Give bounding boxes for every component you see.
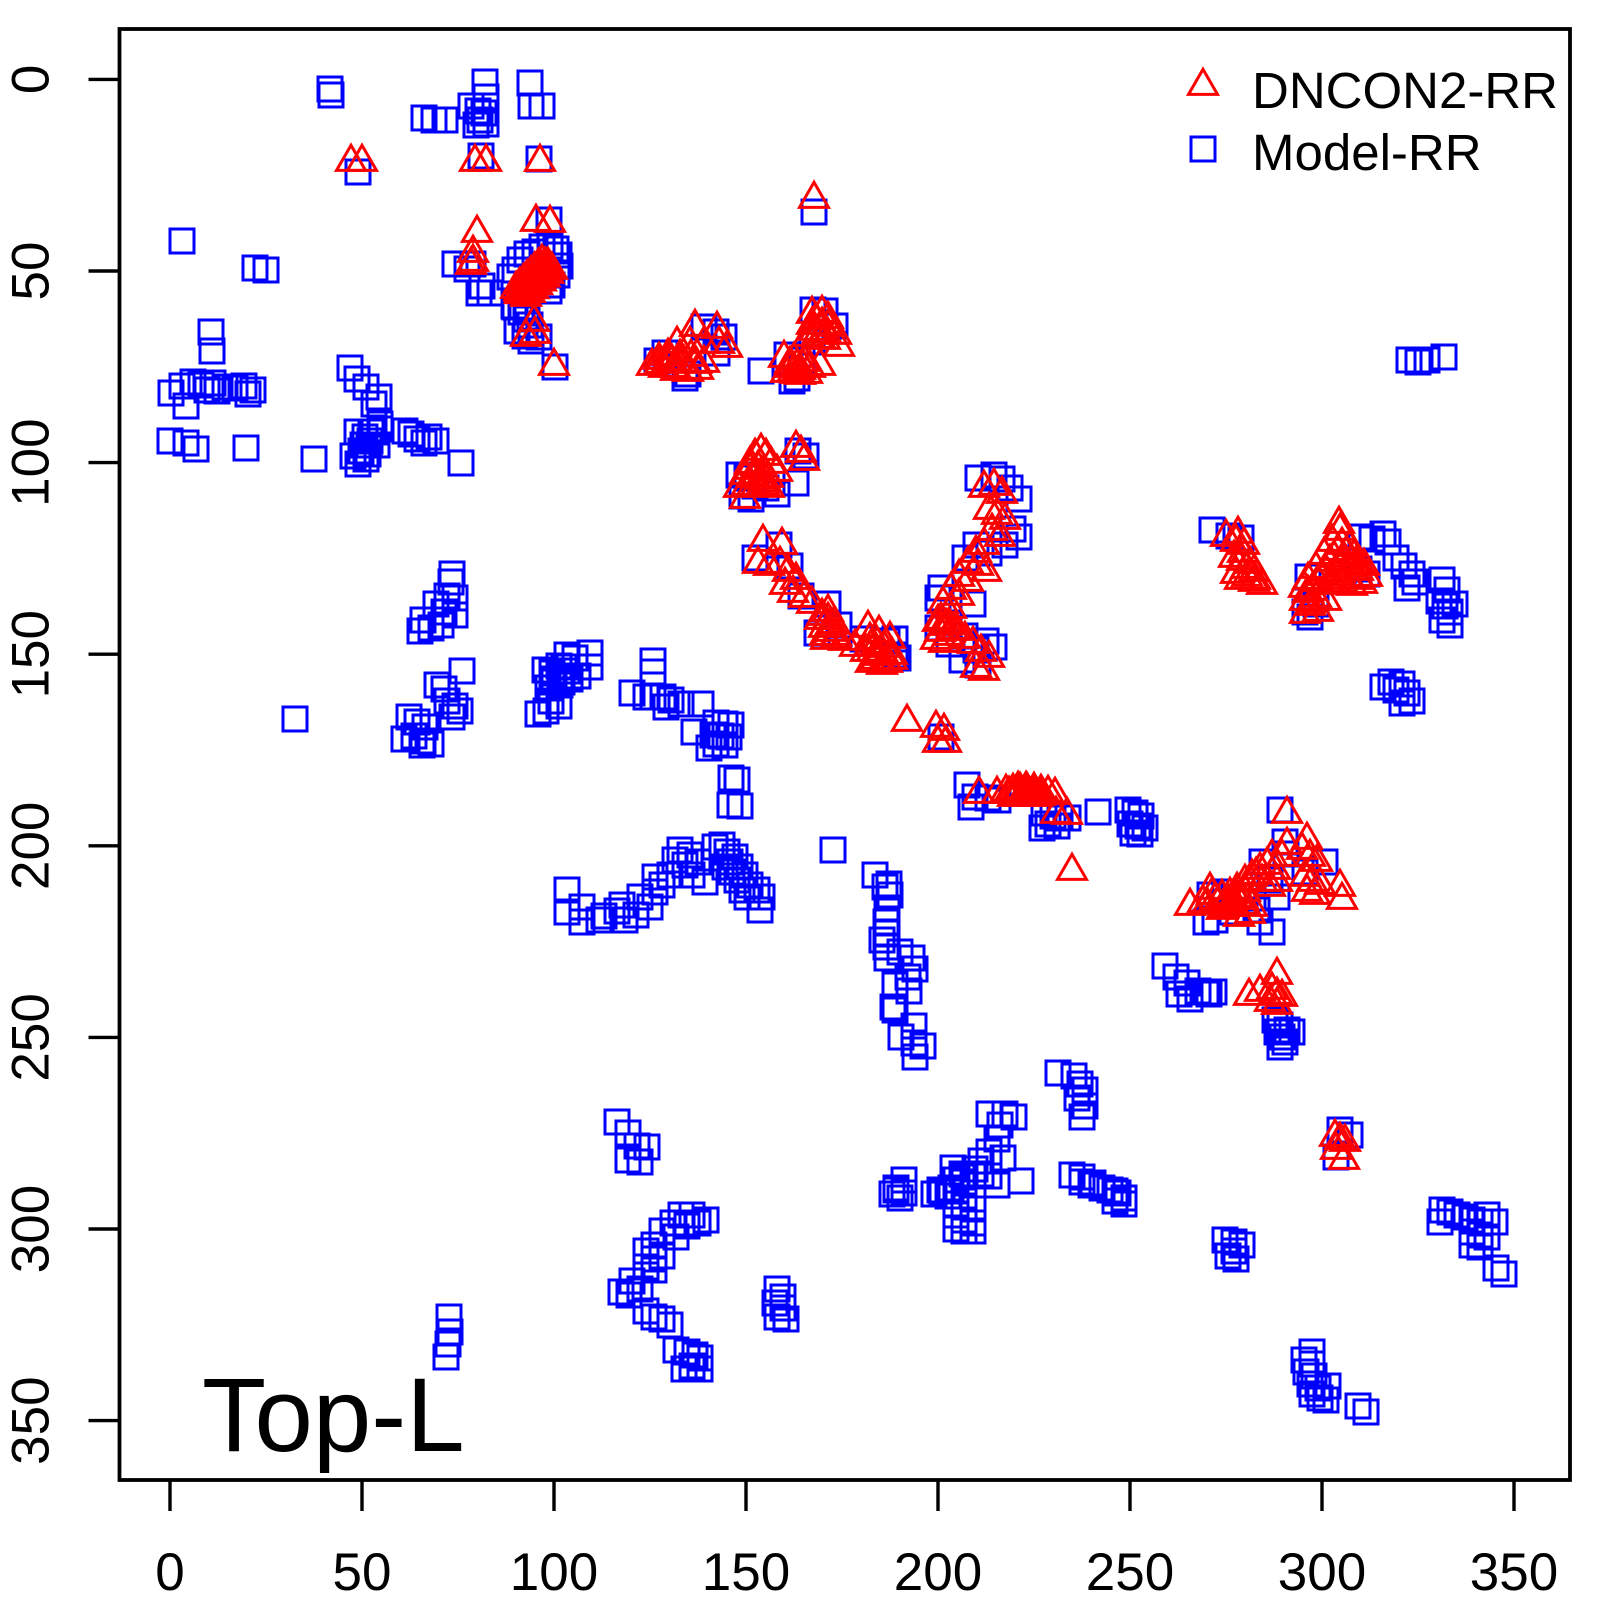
svg-text:300: 300 [1278, 1543, 1366, 1600]
svg-text:100: 100 [510, 1543, 598, 1600]
svg-text:250: 250 [1086, 1543, 1174, 1600]
svg-text:50: 50 [333, 1543, 392, 1600]
svg-text:150: 150 [702, 1543, 790, 1600]
svg-text:100: 100 [2, 418, 61, 506]
svg-text:Top-L: Top-L [202, 1357, 465, 1474]
svg-text:350: 350 [2, 1376, 61, 1464]
svg-text:350: 350 [1470, 1543, 1558, 1600]
svg-text:150: 150 [2, 610, 61, 698]
svg-text:Model-RR: Model-RR [1252, 124, 1482, 181]
svg-text:200: 200 [894, 1543, 982, 1600]
svg-text:0: 0 [2, 65, 61, 94]
svg-text:300: 300 [2, 1185, 61, 1273]
svg-text:200: 200 [2, 802, 61, 890]
svg-text:0: 0 [155, 1543, 184, 1600]
svg-text:50: 50 [2, 242, 61, 301]
svg-text:250: 250 [2, 993, 61, 1081]
svg-text:DNCON2-RR: DNCON2-RR [1252, 62, 1558, 119]
